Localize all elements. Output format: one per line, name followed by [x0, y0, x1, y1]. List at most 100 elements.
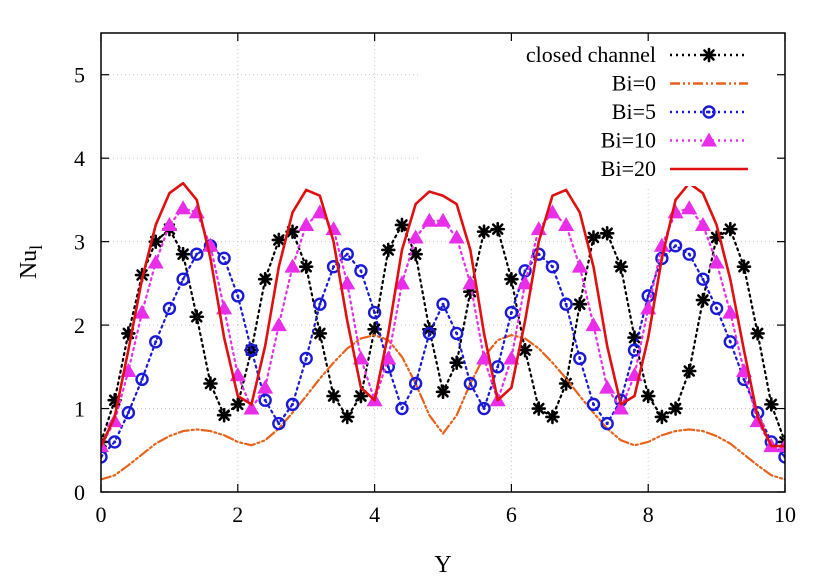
data-point: [517, 342, 533, 358]
data-point: [190, 247, 204, 261]
data-point: [545, 259, 560, 274]
data-point: [490, 221, 506, 237]
data-point: [723, 335, 737, 349]
data-point: [503, 350, 520, 365]
data-point: [696, 272, 710, 286]
data-point: [189, 309, 205, 325]
data-point: [134, 304, 151, 319]
x-tick-label: 2: [232, 502, 243, 527]
legend-swatch-marker: [701, 132, 717, 147]
data-point: [586, 397, 601, 412]
data-point: [367, 305, 382, 320]
series-line: [101, 334, 785, 481]
y-axis-title-subscript: l: [26, 245, 46, 250]
data-point: [599, 379, 616, 394]
y-tick-label: 0: [74, 480, 85, 505]
legend-item-1[interactable]: closed channel: [526, 42, 748, 67]
data-point: [476, 350, 493, 365]
data-point: [272, 416, 286, 431]
data-point: [682, 247, 696, 261]
series-4: [101, 200, 785, 453]
data-point: [681, 200, 698, 215]
y-tick-label: 1: [74, 397, 85, 422]
svg-text:Nul: Nul: [16, 245, 46, 279]
legend-item-4[interactable]: Bi=10: [601, 128, 748, 153]
data-point: [407, 229, 424, 244]
series-2: [101, 334, 785, 481]
data-point: [517, 275, 534, 290]
data-point: [121, 406, 136, 420]
data-point: [352, 350, 369, 365]
data-point: [653, 237, 670, 252]
data-point: [299, 351, 313, 366]
data-point: [573, 351, 587, 366]
plot-frame: [100, 32, 786, 493]
legend-swatch-marker: [702, 105, 716, 119]
data-point: [708, 254, 725, 269]
data-point: [257, 379, 274, 394]
data-point: [135, 372, 149, 387]
series-5: [101, 181, 785, 448]
data-point: [176, 272, 190, 286]
data-point: [216, 407, 232, 423]
data-point: [230, 397, 246, 412]
data-point: [600, 416, 614, 431]
legend[interactable]: closed channel Bi=0 Bi=5 Bi=10 Bi=20: [526, 42, 748, 181]
data-point: [312, 326, 328, 341]
data-point: [394, 217, 410, 233]
data-point: [258, 393, 272, 407]
data-point: [694, 216, 711, 231]
data-point: [422, 326, 437, 341]
data-point: [161, 216, 178, 231]
data-point: [313, 297, 327, 311]
axis-ticks: 0 2 4 6 8 10 0 1 2 3 4 5: [74, 33, 796, 527]
data-point: [408, 376, 423, 391]
data-point: [545, 409, 560, 425]
data-point: [544, 204, 561, 219]
data-point: [736, 259, 752, 274]
data-point: [435, 384, 451, 400]
legend-item-3[interactable]: Bi=5: [612, 99, 748, 124]
data-point: [148, 234, 164, 249]
data-point: [162, 301, 177, 316]
series-line: [101, 181, 785, 448]
data-point: [599, 225, 615, 241]
data-point: [681, 363, 697, 379]
data-point: [667, 204, 684, 219]
legend-label: closed channel: [526, 42, 656, 67]
data-point: [640, 388, 656, 404]
x-tick-label: 8: [643, 502, 654, 527]
data-point: [572, 296, 588, 312]
data-point: [654, 409, 670, 425]
data-point: [504, 305, 519, 320]
legend-label: Bi=5: [612, 99, 656, 124]
data-point: [298, 259, 314, 274]
legend-swatch-marker: [701, 47, 717, 63]
y-axis-title-main: Nu: [16, 250, 42, 279]
data-point: [764, 397, 779, 412]
data-point: [504, 271, 519, 287]
y-tick-label: 2: [74, 313, 85, 338]
data-point: [435, 212, 451, 227]
data-point: [270, 317, 287, 332]
legend-item-5[interactable]: Bi=20: [601, 156, 748, 181]
data-point: [188, 204, 205, 219]
legend-label: Bi=10: [601, 128, 656, 153]
data-point: [175, 246, 191, 262]
data-point: [750, 326, 765, 341]
data-point: [271, 232, 287, 248]
series-3: [101, 239, 785, 464]
y-tick-label: 3: [74, 230, 85, 255]
y-axis-title: Nul: [16, 245, 46, 279]
data-point: [476, 224, 492, 239]
data-point: [340, 247, 354, 261]
data-point: [612, 400, 629, 415]
x-tick-label: 4: [369, 502, 380, 527]
x-axis-title: Y: [434, 552, 451, 578]
data-point: [585, 317, 602, 332]
legend-item-2[interactable]: Bi=0: [612, 71, 748, 96]
series-line: [101, 207, 785, 448]
data-point: [558, 216, 575, 231]
